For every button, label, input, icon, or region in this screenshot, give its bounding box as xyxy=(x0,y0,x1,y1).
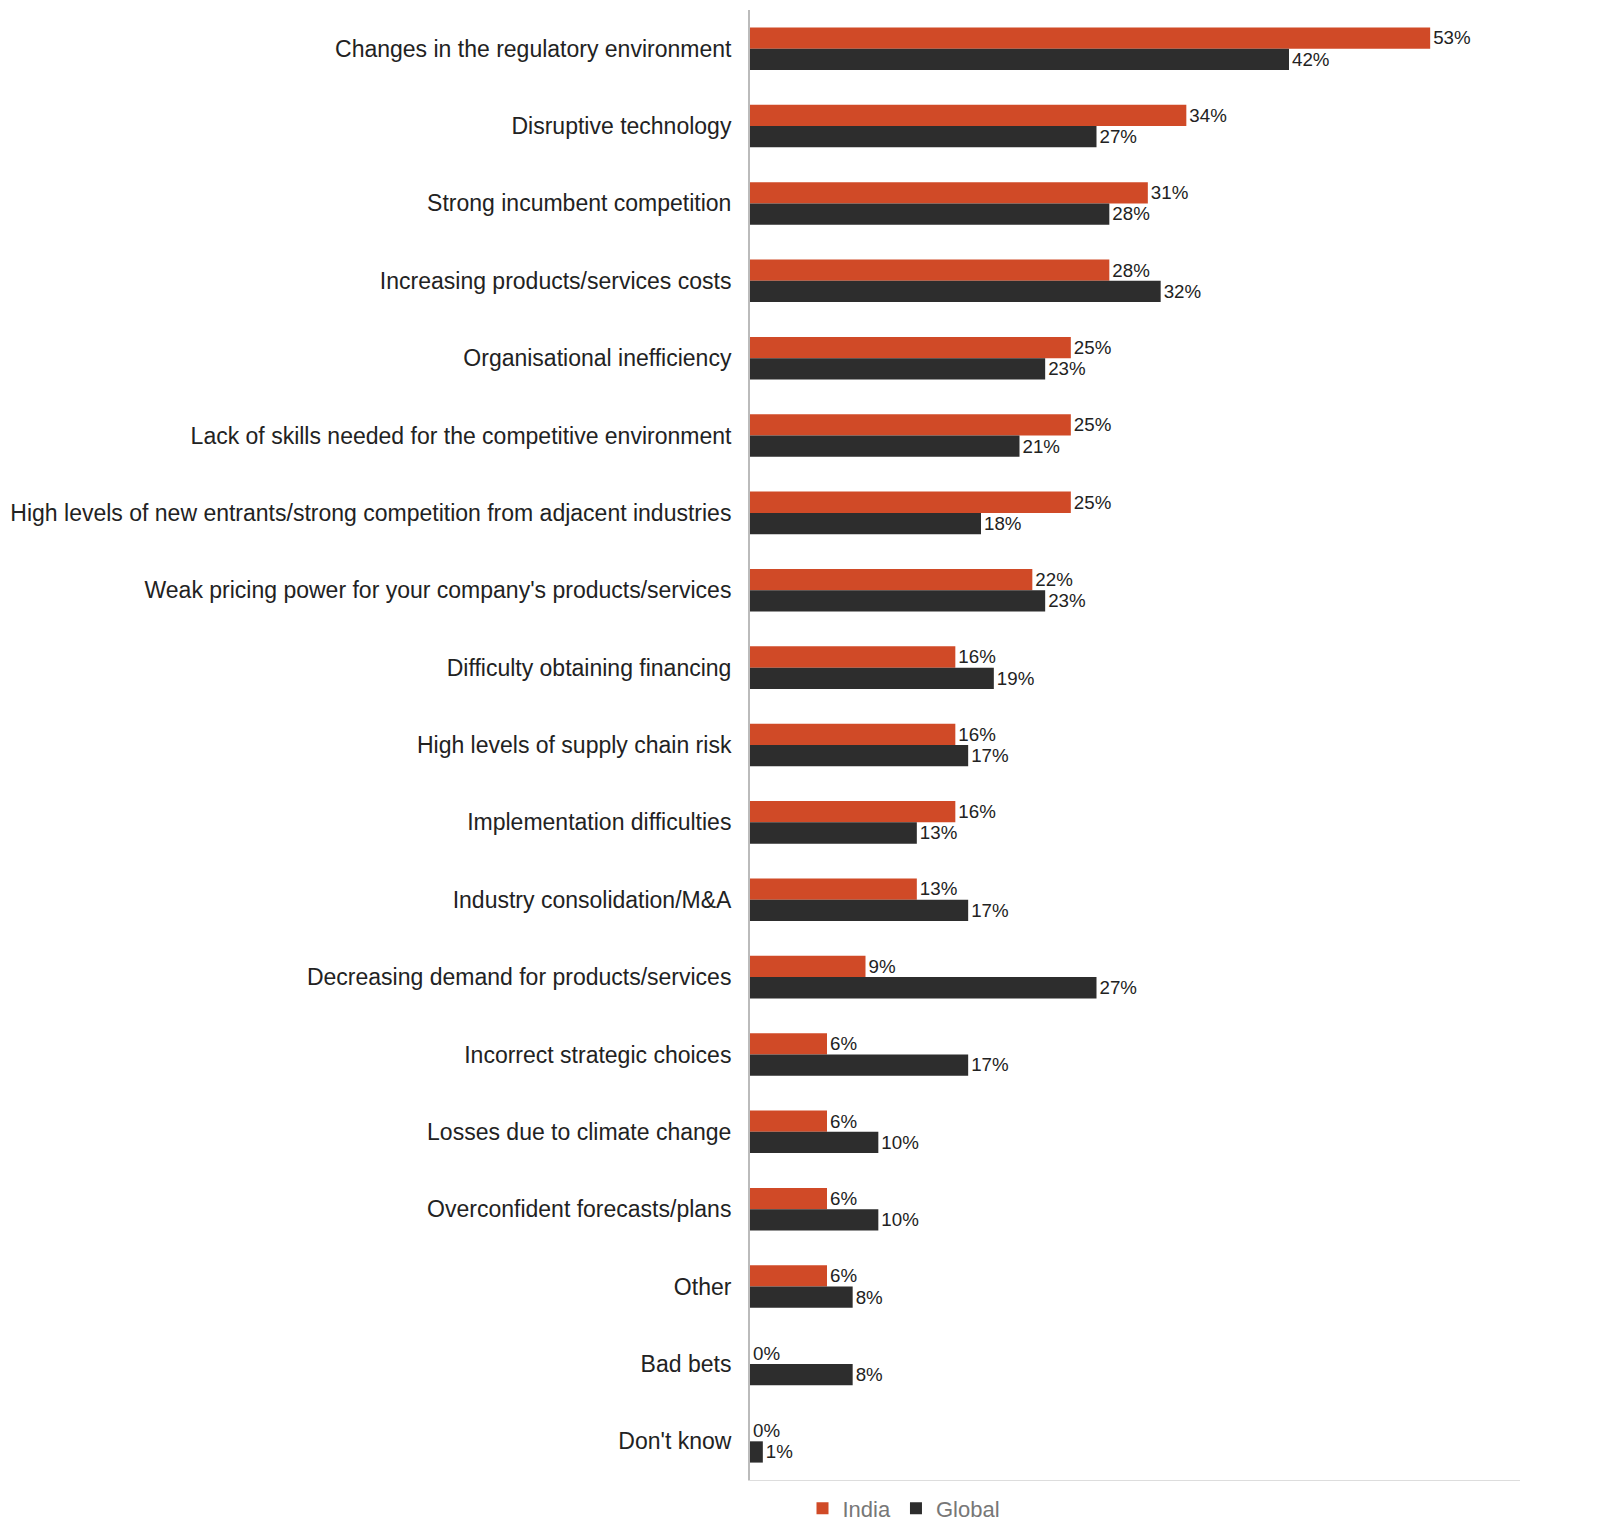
svg-text:18%: 18% xyxy=(984,513,1021,534)
svg-text:High levels of new entrants/st: High levels of new entrants/strong compe… xyxy=(10,500,731,526)
svg-text:28%: 28% xyxy=(1112,203,1149,224)
svg-text:Disruptive technology: Disruptive technology xyxy=(511,113,731,139)
svg-text:Organisational inefficiency: Organisational inefficiency xyxy=(463,345,732,371)
svg-text:25%: 25% xyxy=(1074,492,1111,513)
svg-text:Lack of skills needed for the: Lack of skills needed for the competitiv… xyxy=(191,423,732,449)
svg-text:Changes in the regulatory envi: Changes in the regulatory environment xyxy=(335,36,732,62)
svg-text:6%: 6% xyxy=(830,1033,857,1054)
svg-text:Incorrect strategic choices: Incorrect strategic choices xyxy=(464,1042,731,1068)
svg-text:6%: 6% xyxy=(830,1111,857,1132)
svg-text:6%: 6% xyxy=(830,1265,857,1286)
svg-text:India: India xyxy=(843,1497,891,1522)
svg-text:27%: 27% xyxy=(1100,126,1137,147)
svg-text:1%: 1% xyxy=(766,1441,793,1462)
svg-text:28%: 28% xyxy=(1112,260,1149,281)
svg-text:8%: 8% xyxy=(856,1287,883,1308)
svg-text:16%: 16% xyxy=(958,646,995,667)
svg-text:32%: 32% xyxy=(1164,281,1201,302)
svg-text:23%: 23% xyxy=(1048,358,1085,379)
svg-text:53%: 53% xyxy=(1433,27,1470,48)
svg-text:0%: 0% xyxy=(753,1343,780,1364)
svg-text:Other: Other xyxy=(674,1274,732,1300)
svg-text:23%: 23% xyxy=(1048,590,1085,611)
svg-text:Difficulty obtaining financing: Difficulty obtaining financing xyxy=(447,655,732,681)
svg-text:High levels of supply chain ri: High levels of supply chain risk xyxy=(417,732,732,758)
svg-text:Implementation difficulties: Implementation difficulties xyxy=(467,809,731,835)
svg-text:Strong incumbent competition: Strong incumbent competition xyxy=(427,190,731,216)
svg-text:13%: 13% xyxy=(920,822,957,843)
svg-text:9%: 9% xyxy=(869,956,896,977)
svg-text:8%: 8% xyxy=(856,1364,883,1385)
svg-text:21%: 21% xyxy=(1023,436,1060,457)
svg-text:16%: 16% xyxy=(958,724,995,745)
svg-text:6%: 6% xyxy=(830,1188,857,1209)
svg-text:34%: 34% xyxy=(1189,105,1226,126)
svg-text:42%: 42% xyxy=(1292,49,1329,70)
svg-text:16%: 16% xyxy=(958,801,995,822)
svg-text:Decreasing demand for products: Decreasing demand for products/services xyxy=(307,964,731,990)
svg-text:25%: 25% xyxy=(1074,337,1111,358)
svg-text:Increasing products/services c: Increasing products/services costs xyxy=(380,268,732,294)
svg-text:0%: 0% xyxy=(753,1420,780,1441)
svg-text:27%: 27% xyxy=(1100,977,1137,998)
svg-text:Global: Global xyxy=(936,1497,1000,1522)
svg-text:17%: 17% xyxy=(971,745,1008,766)
svg-text:17%: 17% xyxy=(971,900,1008,921)
svg-text:Overconfident forecasts/plans: Overconfident forecasts/plans xyxy=(427,1196,731,1222)
svg-text:25%: 25% xyxy=(1074,414,1111,435)
svg-text:Weak pricing power for your co: Weak pricing power for your company's pr… xyxy=(145,577,732,603)
svg-text:13%: 13% xyxy=(920,878,957,899)
svg-text:22%: 22% xyxy=(1035,569,1072,590)
svg-text:10%: 10% xyxy=(881,1132,918,1153)
svg-text:Losses due to climate change: Losses due to climate change xyxy=(427,1119,731,1145)
svg-text:Industry consolidation/M&A: Industry consolidation/M&A xyxy=(453,887,732,913)
svg-text:10%: 10% xyxy=(881,1209,918,1230)
svg-text:Don't know: Don't know xyxy=(618,1428,731,1454)
svg-text:31%: 31% xyxy=(1151,182,1188,203)
svg-text:Bad bets: Bad bets xyxy=(641,1351,732,1377)
svg-text:17%: 17% xyxy=(971,1054,1008,1075)
svg-text:19%: 19% xyxy=(997,668,1034,689)
